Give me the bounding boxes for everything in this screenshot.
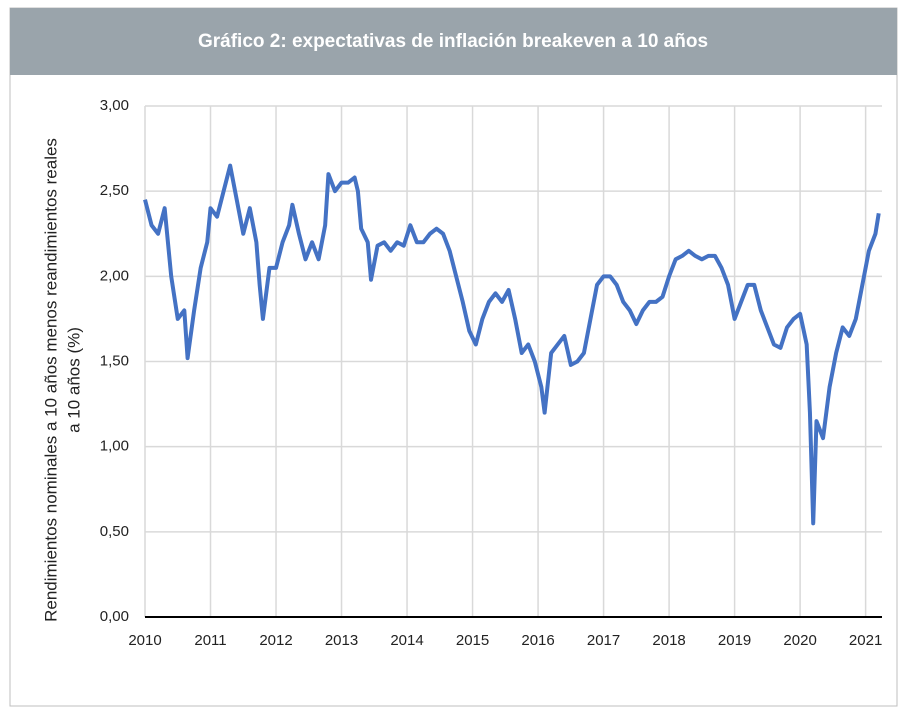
- x-tick-label: 2020: [783, 632, 816, 649]
- y-tick-label: 1,00: [100, 438, 129, 455]
- x-tick-label: 2016: [521, 632, 554, 649]
- chart-title: Gráfico 2: expectativas de inflación bre…: [198, 31, 708, 52]
- x-tick-label: 2014: [390, 632, 423, 649]
- line-series: [143, 163, 881, 526]
- y-tick-label: 2,00: [100, 267, 129, 284]
- x-tick-label: 2019: [718, 632, 751, 649]
- x-tick-label: 2010: [128, 632, 161, 649]
- frame: [9, 7, 898, 707]
- y-tick-label: 1,50: [100, 352, 129, 369]
- y-tick-label: 0,00: [100, 608, 129, 625]
- x-tick-label: 2015: [456, 632, 489, 649]
- y-tick-label: 2,50: [100, 182, 129, 199]
- y-axis-label: a 10 años (%): [64, 327, 83, 433]
- y-tick-label: 0,50: [100, 523, 129, 540]
- y-axis-label: Rendimientos nominales a 10 años menos r…: [41, 138, 60, 622]
- x-tick-label: 2013: [325, 632, 358, 649]
- x-tick-label: 2018: [652, 632, 685, 649]
- header: [10, 8, 897, 75]
- x-tick-label: 2017: [587, 632, 620, 649]
- y-tick-label: 3,00: [100, 97, 129, 114]
- x-tick-label: 2011: [194, 632, 226, 649]
- x-tick-label: 2021: [849, 632, 882, 649]
- x-tick-label: 2012: [259, 632, 292, 649]
